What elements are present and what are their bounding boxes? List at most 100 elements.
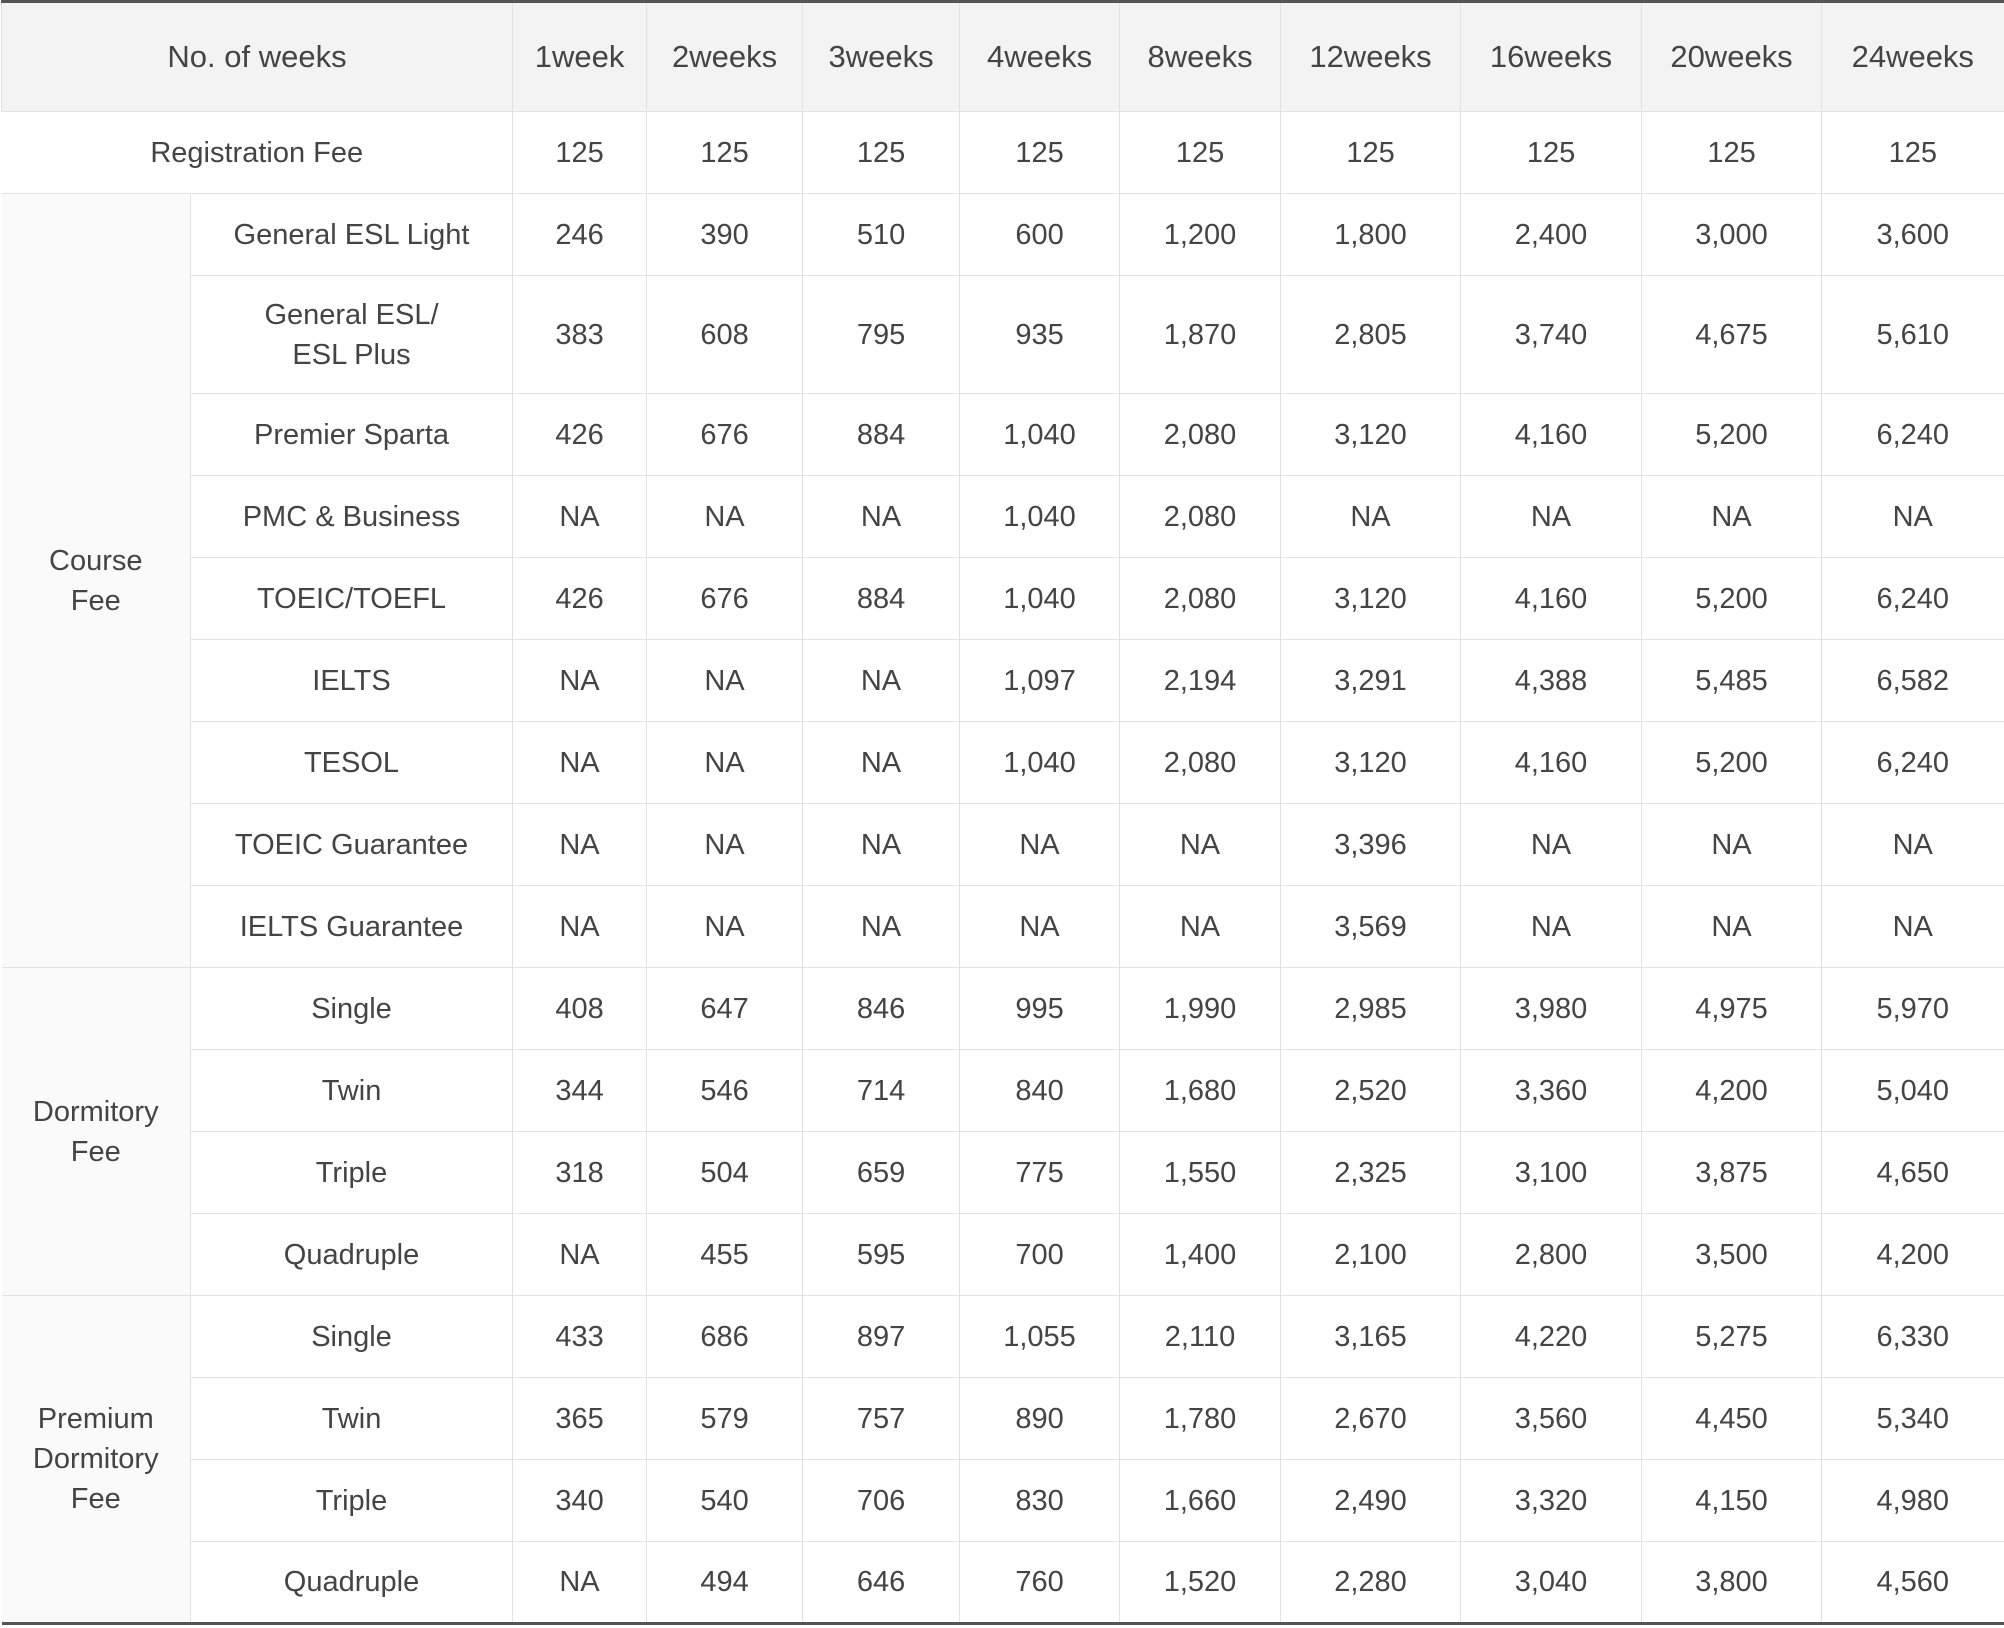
fee-cell: 5,200: [1641, 557, 1823, 640]
fee-cell: 3,120: [1280, 721, 1462, 804]
fee-cell: 5,970: [1821, 967, 2004, 1050]
row-label: General ESL/ ESL Plus: [189, 275, 514, 394]
fee-cell: 546: [646, 1049, 804, 1132]
fee-cell: 995: [959, 967, 1121, 1050]
fee-cell: 408: [512, 967, 648, 1050]
fee-cell: 1,055: [959, 1295, 1121, 1378]
fee-cell: 2,520: [1280, 1049, 1462, 1132]
fee-cell: 455: [646, 1213, 804, 1296]
fee-cell: 3,360: [1460, 1049, 1643, 1132]
fee-cell: 344: [512, 1049, 648, 1132]
row-label: IELTS Guarantee: [189, 885, 514, 968]
fee-cell: 3,120: [1280, 557, 1462, 640]
fee-cell: 125: [1460, 111, 1643, 194]
fee-cell: 1,780: [1119, 1377, 1282, 1460]
fee-cell: 6,240: [1821, 721, 2004, 804]
fee-cell: 4,160: [1460, 721, 1643, 804]
group-label: Dormitory Fee: [1, 967, 191, 1296]
fee-cell: 2,080: [1119, 393, 1282, 476]
fee-row: IELTS Guarantee NA NA NA NA NA 3,569 NA NA NA: [2, 885, 2004, 968]
fee-cell: 125: [1821, 111, 2004, 194]
fee-cell: 3,740: [1460, 275, 1643, 394]
row-label: Single: [189, 1295, 514, 1378]
fee-cell: 5,485: [1641, 639, 1823, 722]
table-header: No. of weeks 1week 2weeks 3weeks 4weeks 8week…: [0, 1, 2004, 112]
fee-cell: NA: [959, 885, 1121, 968]
fee-cell: 125: [1641, 111, 1823, 194]
column-header: 8weeks: [1119, 1, 1282, 112]
fee-row: IELTS NA NA NA 1,097 2,194 3,291 4,388 5,485 6,58…: [2, 639, 2004, 722]
fee-cell: 2,400: [1460, 193, 1643, 276]
column-header: 4weeks: [959, 1, 1121, 112]
fee-cell: 775: [959, 1131, 1121, 1214]
fee-cell: NA: [802, 885, 961, 968]
fee-cell: 846: [802, 967, 961, 1050]
fee-cell: 4,975: [1641, 967, 1823, 1050]
fee-cell: 125: [646, 111, 804, 194]
fee-cell: 2,670: [1280, 1377, 1462, 1460]
fee-cell: 125: [802, 111, 961, 194]
fee-cell: 5,200: [1641, 721, 1823, 804]
fee-cell: 3,560: [1460, 1377, 1643, 1460]
fee-cell: NA: [646, 639, 804, 722]
fee-cell: 2,100: [1280, 1213, 1462, 1296]
fee-cell: NA: [646, 721, 804, 804]
fee-cell: NA: [1460, 803, 1643, 886]
fee-cell: 646: [802, 1541, 961, 1624]
group-label: Premium Dormitory Fee: [1, 1295, 191, 1624]
fee-cell: 884: [802, 557, 961, 640]
fee-cell: 4,200: [1641, 1049, 1823, 1132]
fee-cell: 2,194: [1119, 639, 1282, 722]
row-label: Twin: [189, 1377, 514, 1460]
fee-cell: NA: [1119, 803, 1282, 886]
fee-cell: 795: [802, 275, 961, 394]
fee-cell: 600: [959, 193, 1121, 276]
fee-cell: 2,490: [1280, 1459, 1462, 1542]
column-header: 12weeks: [1280, 1, 1462, 112]
column-header: 20weeks: [1641, 1, 1823, 112]
fee-cell: 4,220: [1460, 1295, 1643, 1378]
fee-cell: 246: [512, 193, 648, 276]
fee-cell: NA: [1641, 803, 1823, 886]
column-header: 16weeks: [1460, 1, 1643, 112]
row-label: Single: [189, 967, 514, 1050]
fee-cell: 706: [802, 1459, 961, 1542]
fee-cell: 125: [959, 111, 1121, 194]
fee-cell: NA: [512, 803, 648, 886]
column-header: 24weeks: [1821, 1, 2004, 112]
fee-row: Premier Sparta 426 676 884 1,040 2,080 3,120 4,…: [2, 393, 2004, 476]
fee-cell: 390: [646, 193, 804, 276]
fee-cell: 125: [512, 111, 648, 194]
fee-cell: NA: [646, 803, 804, 886]
fee-cell: 757: [802, 1377, 961, 1460]
fee-cell: 504: [646, 1131, 804, 1214]
fee-cell: 5,340: [1821, 1377, 2004, 1460]
fee-cell: 4,675: [1641, 275, 1823, 394]
fee-cell: 4,560: [1821, 1541, 2004, 1624]
fee-cell: 714: [802, 1049, 961, 1132]
fee-cell: 4,150: [1641, 1459, 1823, 1542]
fee-cell: 3,100: [1460, 1131, 1643, 1214]
fee-cell: 125: [1280, 111, 1462, 194]
fee-cell: NA: [1821, 803, 2004, 886]
fee-cell: 5,040: [1821, 1049, 2004, 1132]
fee-cell: 318: [512, 1131, 648, 1214]
fee-cell: NA: [1119, 885, 1282, 968]
fee-cell: 890: [959, 1377, 1121, 1460]
fee-cell: 1,040: [959, 557, 1121, 640]
fee-cell: 1,870: [1119, 275, 1282, 394]
table-body: Registration Fee 125 125 125 125 125 125 125 125…: [1, 111, 2004, 1624]
row-label: Quadruple: [189, 1213, 514, 1296]
fee-cell: 595: [802, 1213, 961, 1296]
fee-row: PMC & Business NA NA NA 1,040 2,080 NA NA NA NA: [2, 475, 2004, 558]
fee-cell: 4,650: [1821, 1131, 2004, 1214]
row-label: Triple: [189, 1459, 514, 1542]
fee-row: TESOL NA NA NA 1,040 2,080 3,120 4,160 5,200 6,24…: [2, 721, 2004, 804]
fee-cell: 6,240: [1821, 557, 2004, 640]
fee-row: TOEIC Guarantee NA NA NA NA NA 3,396 NA NA NA: [2, 803, 2004, 886]
fee-cell: 676: [646, 557, 804, 640]
fee-cell: 1,400: [1119, 1213, 1282, 1296]
fee-cell: NA: [1641, 885, 1823, 968]
fee-cell: NA: [802, 475, 961, 558]
